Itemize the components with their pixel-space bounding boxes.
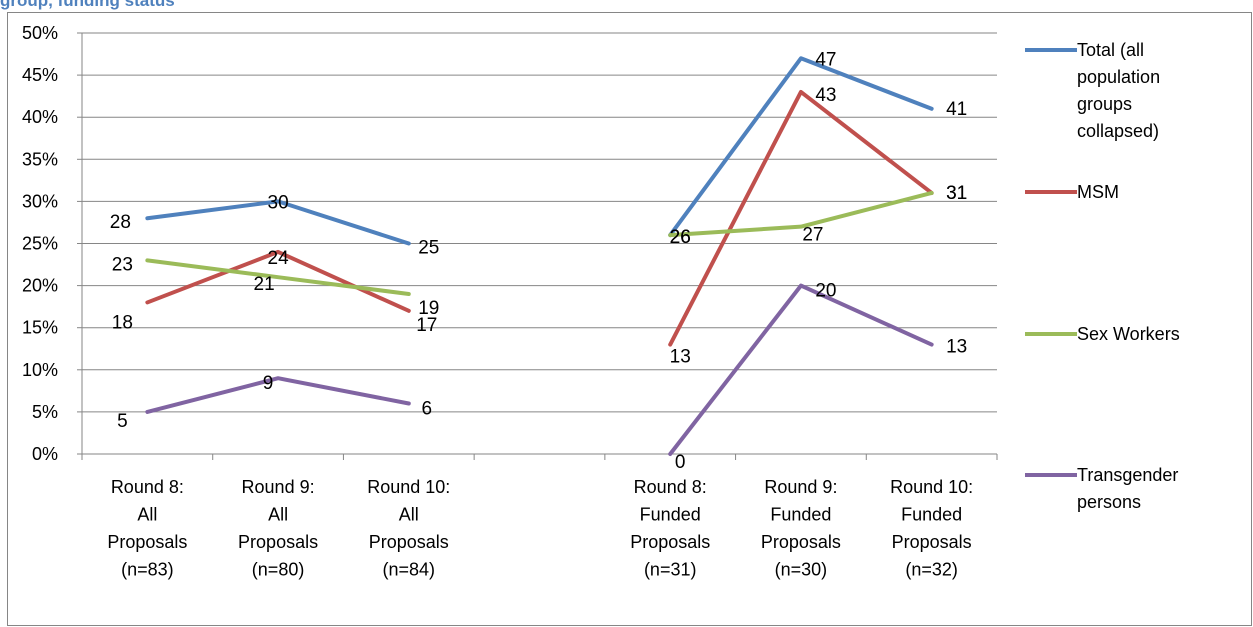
x-tick-labels: Round 8: All Proposals (n=83) Round 9: All Pro… [107, 477, 973, 580]
x-tick-label: Round 10: [367, 477, 450, 497]
legend-label: Total (all [1077, 40, 1144, 60]
y-tick-label: 0% [32, 444, 58, 464]
y-tick-label: 45% [22, 65, 58, 85]
y-tick-label: 5% [32, 402, 58, 422]
x-tick-label: Proposals [238, 532, 318, 552]
data-label: 25 [418, 238, 439, 259]
legend-label: persons [1077, 492, 1141, 512]
x-tick-label: (n=32) [905, 560, 958, 580]
x-tick-label: (n=84) [383, 560, 436, 580]
x-tick-label: Round 9: [764, 477, 837, 497]
data-label: 47 [815, 49, 836, 70]
data-label: 30 [268, 192, 289, 213]
x-tick-label: All [399, 505, 419, 525]
y-tick-label: 25% [22, 234, 58, 254]
data-label: 31 [946, 183, 967, 204]
x-tick-label: Round 8: [634, 477, 707, 497]
legend-label: MSM [1077, 182, 1119, 202]
legend: Total (all population groups collapsed) MSM S… [1025, 40, 1180, 512]
data-label: 23 [112, 254, 133, 275]
x-tick-label: Funded [640, 505, 701, 525]
data-label: 0 [675, 452, 686, 473]
series-line-0 [145, 56, 934, 246]
x-tick-label: Funded [901, 505, 962, 525]
data-label: 20 [815, 281, 836, 302]
legend-label: groups [1077, 94, 1132, 114]
x-tick-label: All [137, 505, 157, 525]
data-label: 18 [112, 312, 133, 333]
gridlines [82, 32, 997, 413]
data-label: 6 [421, 398, 432, 419]
data-label: 21 [254, 274, 275, 295]
data-label: 9 [263, 373, 274, 394]
x-tick-label: Proposals [369, 532, 449, 552]
y-tick-label: 30% [22, 191, 58, 211]
y-tick-label: 35% [22, 149, 58, 169]
data-label: 19 [418, 298, 439, 319]
data-label: 43 [815, 85, 836, 106]
data-label: 31 [946, 183, 967, 204]
data-label: 41 [946, 99, 967, 120]
x-tick-label: (n=80) [252, 560, 305, 580]
x-tick-label: (n=30) [775, 560, 828, 580]
y-tick-label: 20% [22, 276, 58, 296]
y-tick-label: 15% [22, 318, 58, 338]
x-tick-label: Proposals [892, 532, 972, 552]
data-label: 28 [110, 212, 131, 233]
series-line-2 [145, 190, 934, 297]
legend-label: collapsed) [1077, 121, 1159, 141]
data-label: 24 [268, 248, 290, 269]
series-line-1 [145, 89, 934, 347]
x-tick-label: Round 10: [890, 477, 973, 497]
x-tick-label: (n=83) [121, 560, 174, 580]
series-lines [145, 56, 934, 456]
data-label: 27 [802, 225, 823, 246]
legend-label: Transgender [1077, 465, 1178, 485]
y-tick-label: 40% [22, 107, 58, 127]
x-tick-label: (n=31) [644, 560, 697, 580]
legend-label: population [1077, 67, 1160, 87]
chart-border [7, 12, 1252, 626]
legend-label: Sex Workers [1077, 324, 1180, 344]
y-tick-label: 10% [22, 360, 58, 380]
data-label: 5 [117, 411, 128, 432]
chart-title: group, funding status [0, 0, 175, 10]
x-tick-label: Round 8: [111, 477, 184, 497]
x-tick-label: Proposals [107, 532, 187, 552]
x-tick-label: Proposals [630, 532, 710, 552]
data-label: 13 [946, 337, 967, 358]
x-tick-label: Proposals [761, 532, 841, 552]
y-tick-label: 50% [22, 23, 58, 43]
data-label: 26 [670, 227, 691, 248]
series-line-3 [145, 283, 934, 456]
x-tick-label: Funded [770, 505, 831, 525]
x-tick-label: All [268, 505, 288, 525]
data-label: 17 [416, 315, 437, 336]
data-label: 26 [670, 227, 691, 248]
data-label: 13 [670, 347, 691, 368]
x-tick-label: Round 9: [242, 477, 315, 497]
y-tick-labels: 0% 5% 10% 15% 20% 25% 30% 35% 40% 45% 50% [22, 23, 58, 464]
axes [77, 32, 998, 460]
